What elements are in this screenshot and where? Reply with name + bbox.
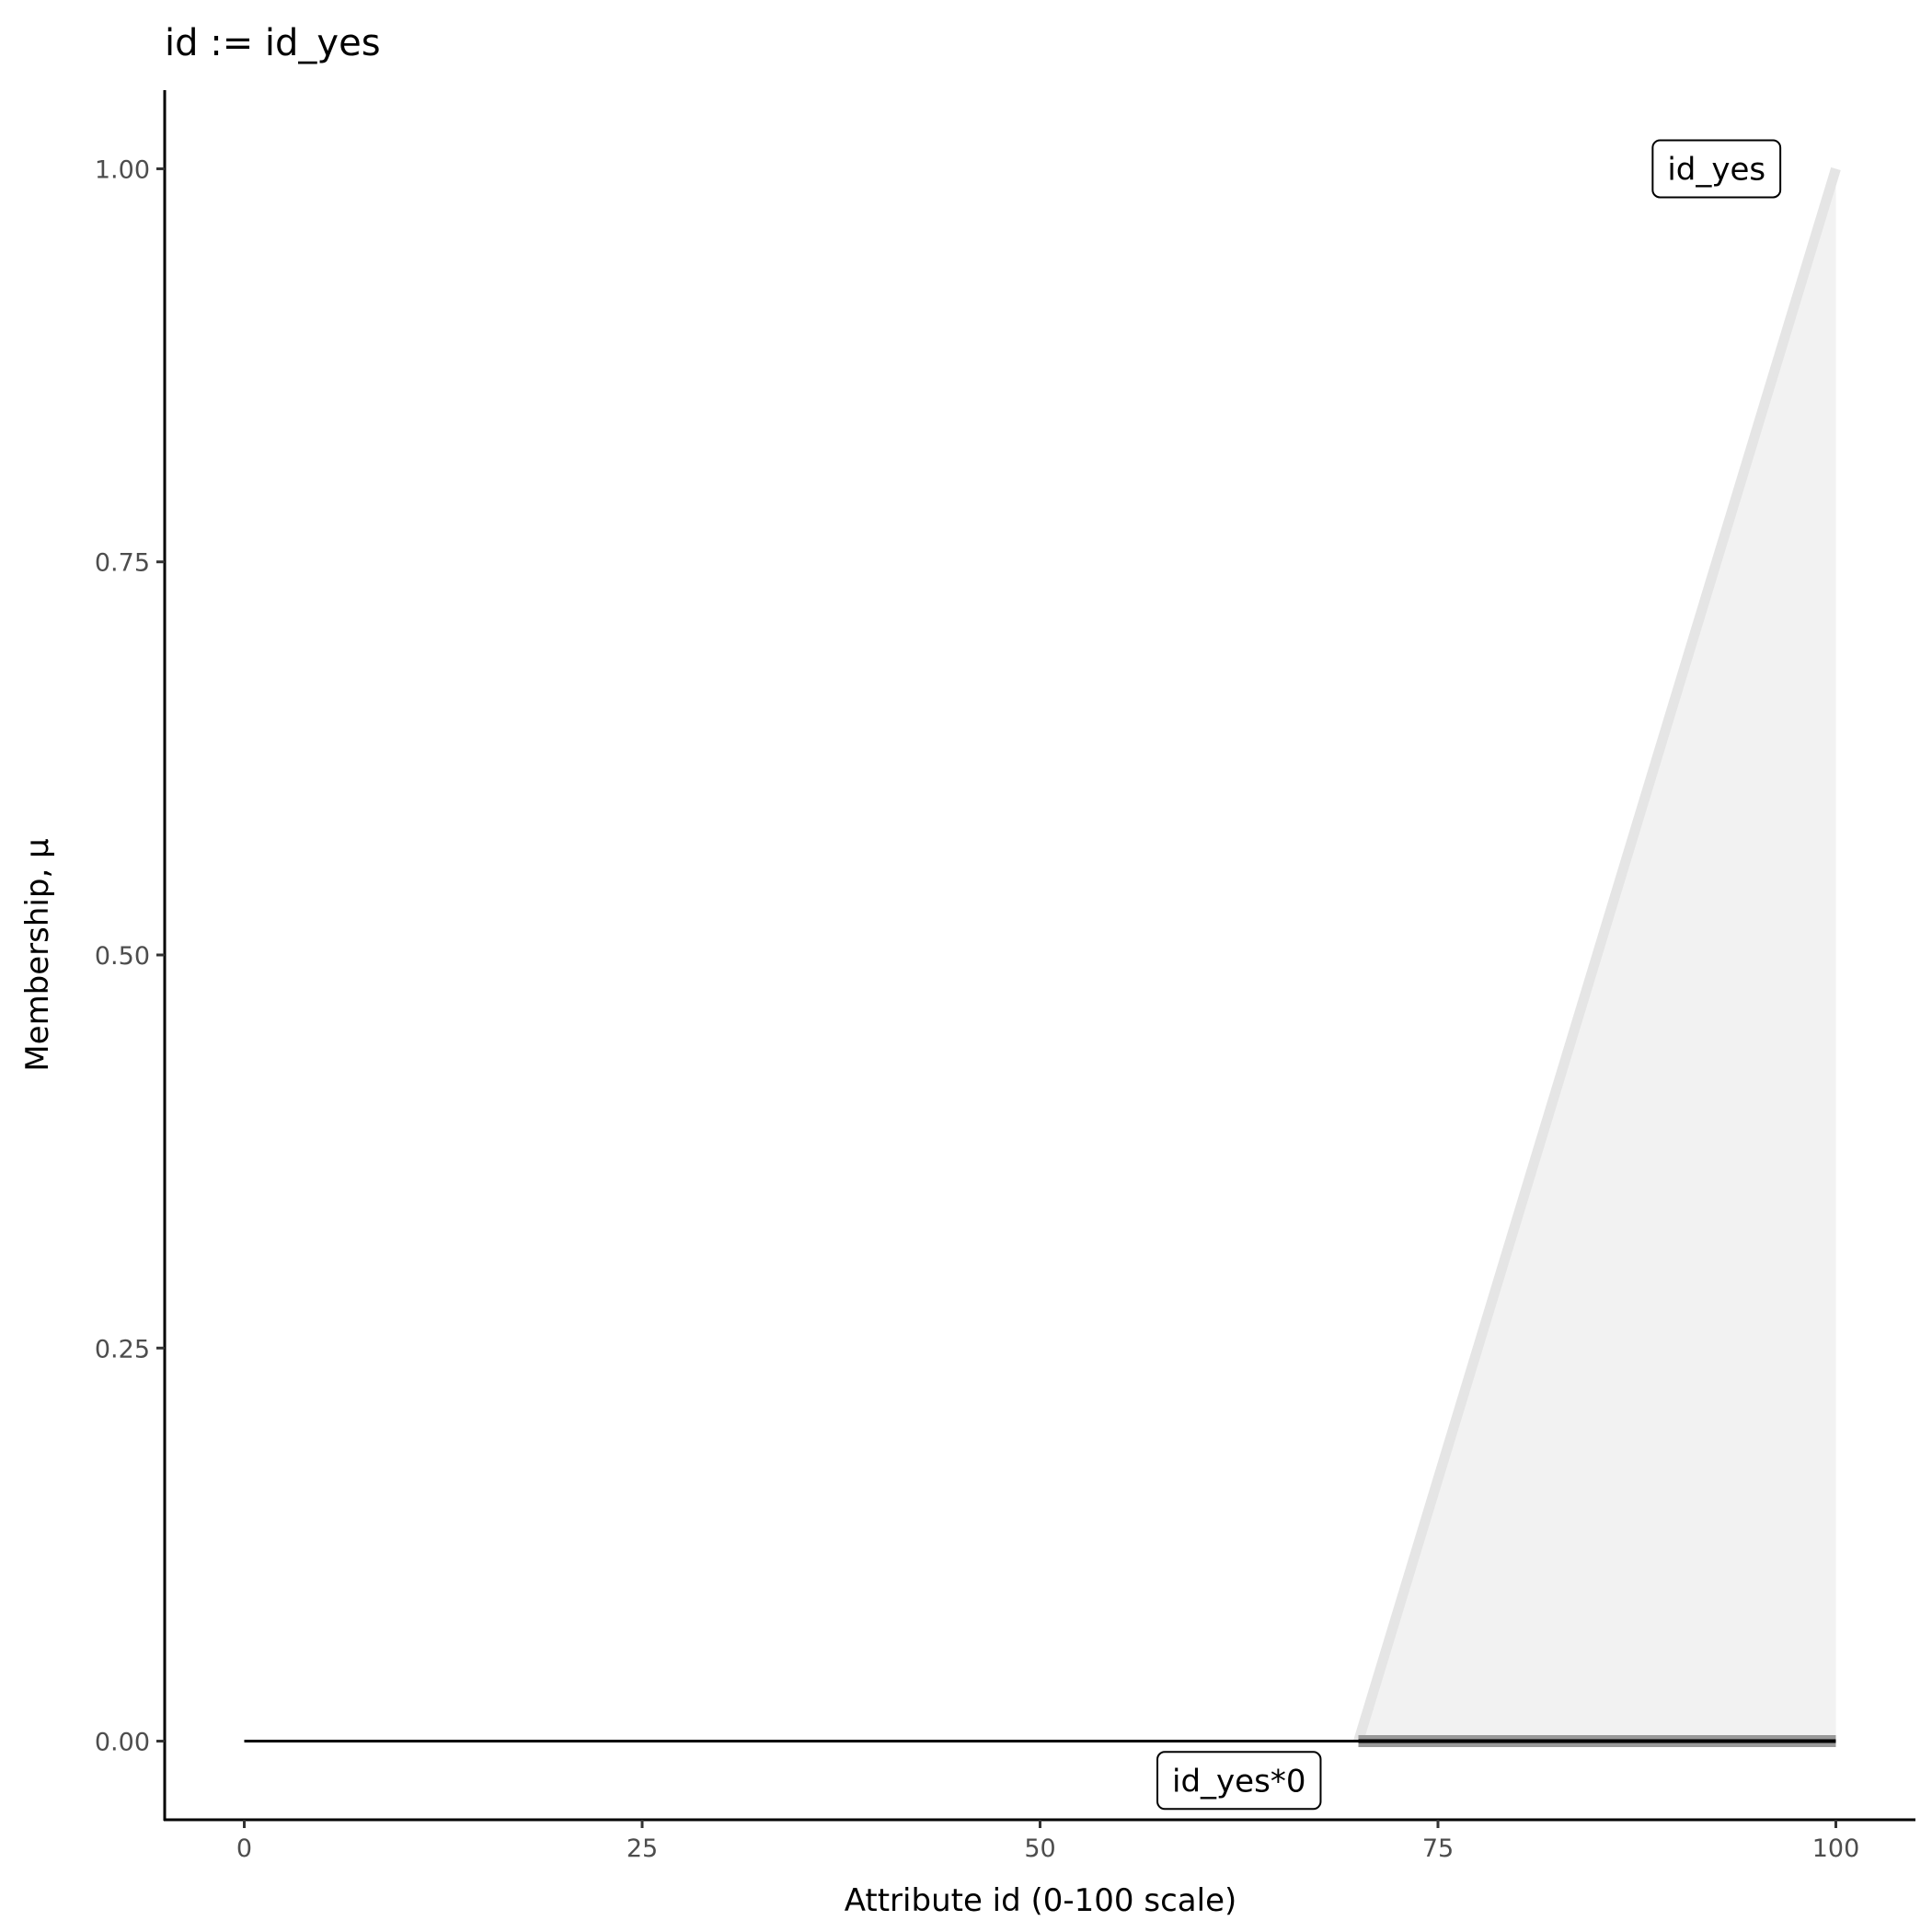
x-tick-label: 75: [1422, 1834, 1454, 1863]
x-tick-label: 0: [236, 1834, 252, 1863]
y-tick-label: 0.50: [95, 942, 150, 971]
y-tick-label: 0.00: [95, 1729, 150, 1757]
x-tick-label: 100: [1812, 1834, 1860, 1863]
series-label: id_yes: [1651, 139, 1782, 199]
series-label: id_yes*0: [1156, 1751, 1322, 1811]
x-axis-title: Attribute id (0-100 scale): [845, 1882, 1237, 1919]
x-tick-label: 25: [627, 1834, 658, 1863]
chart-title: id := id_yes: [165, 22, 381, 64]
y-tick-label: 0.75: [95, 549, 150, 578]
axes: 0 25 50 75 100 0.00 0.25 0.50 0.75 1.00: [95, 90, 1915, 1863]
series-label-text: id_yes*0: [1172, 1763, 1305, 1800]
series-label-text: id_yes: [1667, 151, 1765, 188]
series-label-box: [1651, 139, 1782, 199]
y-tick-label: 1.00: [95, 155, 150, 184]
y-axis-title: Membership, μ: [19, 838, 56, 1071]
y-tick-label: 0.25: [95, 1335, 150, 1363]
plot-area: id_yes id_yes*0: [244, 139, 1841, 1811]
id-yes-line: [1353, 167, 1841, 1743]
series-label-box: [1156, 1751, 1322, 1811]
x-tick-label: 50: [1024, 1834, 1055, 1863]
